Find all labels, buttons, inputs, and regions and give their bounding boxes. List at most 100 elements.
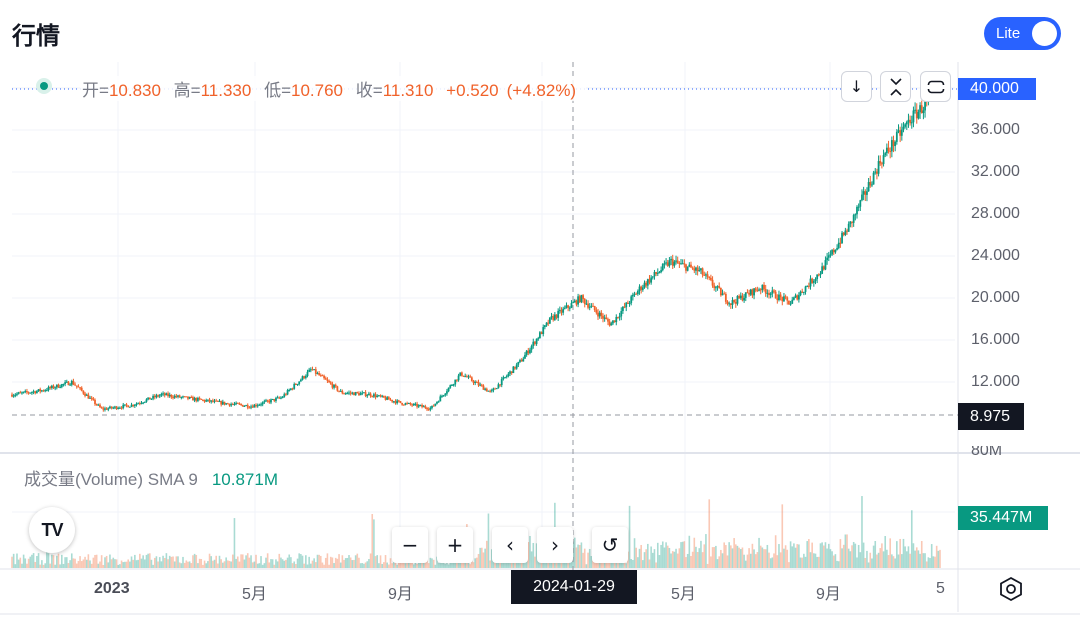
arrow-down-button[interactable]: ↓ — [841, 71, 872, 102]
candle-body — [783, 296, 785, 302]
volume-bar — [915, 547, 918, 568]
candle-body — [324, 378, 327, 380]
candle-body — [495, 388, 498, 390]
candle-body — [221, 401, 224, 405]
candle-body — [248, 407, 251, 409]
volume-bar — [351, 560, 354, 568]
volume-bar — [52, 555, 55, 568]
candle-body — [866, 191, 868, 195]
close-value: 11.310 — [382, 81, 434, 100]
candle-body — [328, 380, 330, 383]
volume-bar — [291, 563, 294, 568]
fullscreen-button[interactable] — [920, 71, 951, 102]
volume-bar — [741, 547, 744, 568]
candle-body — [203, 399, 206, 402]
volume-bar — [260, 556, 262, 568]
volume-bar — [686, 553, 689, 568]
settings-icon[interactable] — [998, 576, 1024, 602]
volume-bar — [663, 547, 666, 568]
scroll-left-button[interactable]: ‹ — [492, 527, 528, 563]
candle-body — [318, 373, 321, 376]
candle-body — [80, 387, 83, 391]
candle-body — [756, 290, 759, 292]
candle-body — [519, 360, 521, 362]
volume-bar — [743, 554, 745, 568]
candle-body — [163, 393, 166, 396]
volume-bar — [152, 564, 154, 568]
crosshair-date-tag: 2024-01-29 — [511, 570, 637, 604]
last-price-tag: 40.000 — [958, 78, 1036, 100]
candle-body — [700, 268, 702, 271]
volume-bar — [354, 555, 357, 568]
lite-toggle[interactable]: Lite — [984, 17, 1061, 50]
volume-bar — [713, 547, 716, 568]
candle-body — [109, 406, 111, 409]
candle-body — [485, 388, 488, 392]
volume-bar — [67, 563, 70, 568]
volume-bar — [632, 559, 634, 568]
candle-body — [361, 392, 364, 394]
volume-bar — [758, 537, 760, 568]
volume-bar — [457, 559, 460, 568]
volume-bar — [250, 555, 252, 568]
candle-body — [333, 384, 335, 388]
collapse-button[interactable] — [880, 71, 911, 102]
candle-body — [529, 349, 531, 354]
candle-body — [187, 396, 189, 399]
candle-body — [52, 385, 55, 389]
volume-bar — [16, 553, 18, 568]
candle-body — [731, 300, 734, 305]
candle-body — [193, 398, 196, 401]
volume-bar — [907, 546, 910, 568]
candle-body — [399, 401, 402, 403]
candle-body — [899, 130, 902, 136]
volume-bar — [265, 557, 267, 568]
volume-bar — [481, 547, 483, 568]
volume-bar — [633, 538, 636, 568]
candle-body — [648, 279, 651, 283]
volume-bar — [661, 541, 664, 568]
candle-body — [137, 403, 140, 405]
candle-body — [877, 161, 880, 174]
candle-body — [419, 404, 422, 406]
volume-bar — [112, 557, 115, 568]
candle-body — [764, 288, 767, 294]
candle-body — [354, 392, 357, 396]
candle-body — [213, 400, 216, 402]
candle-body — [188, 396, 191, 399]
zoom-in-button[interactable]: + — [437, 527, 473, 563]
volume-bar — [914, 550, 916, 568]
volume-bar — [934, 556, 936, 568]
volume-bar — [769, 558, 772, 568]
scroll-right-button[interactable]: › — [537, 527, 573, 563]
candle-body — [826, 257, 829, 261]
zoom-out-button[interactable]: − — [392, 527, 428, 563]
candle-body — [690, 264, 692, 268]
candle-body — [794, 295, 797, 298]
volume-bar — [125, 561, 128, 568]
volume-bar — [489, 560, 491, 568]
candle-body — [26, 391, 28, 393]
candle-body — [326, 379, 329, 381]
open-key: 开= — [82, 81, 109, 100]
volume-bar — [625, 563, 628, 568]
volume-bar — [909, 553, 911, 568]
lite-toggle-label: Lite — [996, 25, 1021, 42]
volume-price-tag: 35.447M — [958, 506, 1048, 530]
tradingview-logo[interactable]: TV — [29, 507, 75, 553]
candle-body — [263, 401, 266, 403]
volume-bar — [647, 543, 649, 568]
volume-bar — [293, 561, 296, 568]
candle-body — [157, 395, 159, 397]
reset-chart-button[interactable]: ↺ — [592, 527, 628, 563]
candle-body — [502, 377, 505, 380]
volume-bar — [735, 544, 737, 568]
candle-body — [210, 400, 213, 402]
volume-bar — [14, 564, 17, 568]
volume-bar — [288, 554, 291, 568]
volume-bar — [303, 563, 305, 568]
volume-bar — [160, 561, 163, 568]
candle-body — [774, 291, 777, 299]
candle-body — [205, 400, 208, 402]
